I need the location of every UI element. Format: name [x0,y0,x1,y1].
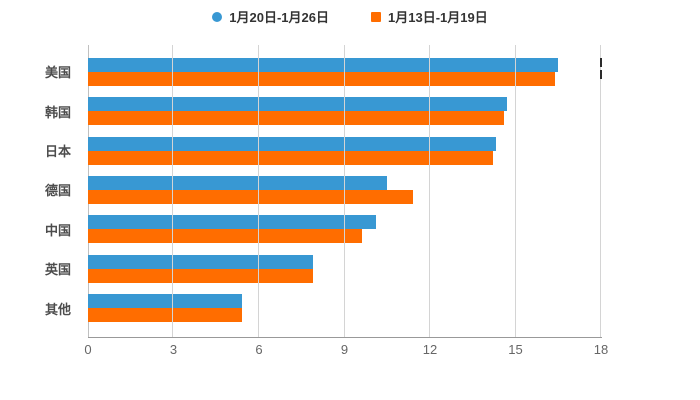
x-tick-label: 12 [422,342,438,357]
edge-dash-mark [600,70,602,79]
x-axis-line [88,337,602,338]
category-label: 英国 [44,262,71,278]
gridline [172,45,174,337]
legend-label: 1月20日-1月26日 [229,10,329,25]
bar-group [88,131,601,170]
plot-area [88,45,602,338]
bar-group [88,289,601,328]
legend-item-week2[interactable]: 1月20日-1月26日 [212,7,329,26]
bar [88,150,493,165]
category-label: 日本 [44,144,71,160]
gridline [257,45,259,337]
bar-group [88,52,601,91]
category-label: 中国 [44,222,71,238]
gridline [343,45,345,337]
x-tick-label: 6 [255,342,263,357]
legend-label: 1月13日-1月19日 [388,10,488,25]
gridline [514,45,516,337]
bar-rows [88,52,601,328]
x-tick-label: 15 [508,342,523,357]
gridline [600,45,601,337]
bar [88,229,362,244]
x-tick-label: 0 [84,342,92,357]
bar [88,111,505,126]
bar-group [88,170,601,209]
bar [88,268,314,283]
bar [88,308,242,323]
bar [88,215,376,230]
edge-dash-mark [600,58,602,67]
bar [88,175,388,190]
bar [88,57,559,72]
bar [88,71,556,86]
x-tick-label: 18 [593,342,609,357]
y-axis-labels: 美国韩国日本德国中国英国其他 [0,52,80,328]
x-tick-label: 3 [169,342,178,357]
bar-group [88,249,601,288]
bar [88,254,314,269]
bar [88,136,496,151]
x-axis-labels: 0 3 6 9 12 15 18 [84,342,608,358]
gridline [428,45,430,337]
x-tick-label: 9 [340,342,349,357]
legend-marker-square-icon [371,11,381,22]
bar-group [88,210,601,249]
category-label: 德国 [44,183,71,199]
bar [88,189,413,204]
legend: 1月20日-1月26日 1月13日-1月19日 [0,7,700,26]
bar [88,294,242,309]
category-label: 其他 [44,301,71,317]
bar [88,97,507,112]
legend-marker-circle-icon [212,11,223,22]
category-label: 美国 [44,65,71,81]
legend-item-week1[interactable]: 1月13日-1月19日 [371,7,488,26]
bar-group [88,91,601,130]
category-label: 韩国 [44,104,71,120]
